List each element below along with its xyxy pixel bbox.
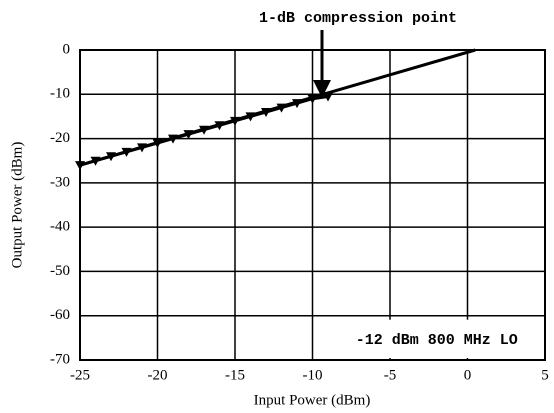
- marker: [214, 121, 225, 131]
- marker: [90, 156, 101, 166]
- y-axis-label: Output Power (dBm): [9, 142, 25, 269]
- x-tick-label: 5: [541, 367, 549, 383]
- annotation: -12 dBm 800 MHz LO: [356, 332, 518, 349]
- annotation-box: [328, 319, 543, 358]
- x-tick-label: 0: [464, 367, 472, 383]
- y-tick-label: -10: [50, 86, 70, 102]
- x-tick-label: -25: [70, 367, 90, 383]
- marker: [75, 161, 85, 171]
- x-tick-label: -5: [384, 367, 397, 383]
- marker: [261, 108, 271, 117]
- marker: [199, 125, 209, 135]
- marker: [323, 92, 333, 102]
- marker: [168, 134, 178, 144]
- marker: [292, 99, 302, 109]
- marker: [245, 112, 256, 122]
- marker: [121, 147, 132, 157]
- x-tick-label: -20: [148, 367, 168, 383]
- x-tick-label: -10: [303, 367, 323, 383]
- annotation: 1-dB compression point: [259, 10, 457, 27]
- y-tick-label: -30: [50, 174, 70, 190]
- marker: [230, 116, 240, 126]
- y-tick-label: -60: [50, 307, 70, 323]
- y-tick-label: 0: [63, 41, 71, 57]
- y-tick-label: -40: [50, 219, 70, 235]
- x-axis-label: Input Power (dBm): [254, 392, 371, 408]
- marker: [152, 139, 163, 148]
- y-tick-label: -50: [50, 263, 70, 279]
- y-tick-label: -70: [50, 351, 70, 367]
- marker: [307, 94, 318, 104]
- marker: [106, 152, 116, 162]
- arrow-head: [313, 80, 331, 98]
- marker: [276, 103, 287, 113]
- x-tick-label: -15: [225, 367, 245, 383]
- marker: [183, 130, 194, 140]
- marker: [137, 143, 147, 153]
- y-tick-label: -20: [50, 130, 70, 146]
